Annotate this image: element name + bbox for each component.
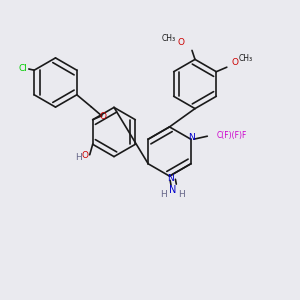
Text: O: O bbox=[99, 112, 106, 121]
Text: N: N bbox=[188, 133, 195, 142]
Text: N: N bbox=[169, 184, 176, 195]
Text: H: H bbox=[75, 153, 82, 162]
Text: N: N bbox=[167, 174, 173, 183]
Text: CH₃: CH₃ bbox=[161, 34, 176, 43]
Text: Cl: Cl bbox=[19, 64, 28, 73]
Text: O: O bbox=[231, 58, 238, 67]
Text: C(F)(F)F: C(F)(F)F bbox=[216, 131, 247, 140]
Text: O: O bbox=[81, 151, 88, 160]
Text: H: H bbox=[160, 190, 167, 199]
Text: H: H bbox=[178, 190, 185, 199]
Text: O: O bbox=[178, 38, 184, 47]
Text: CH₃: CH₃ bbox=[239, 54, 253, 63]
